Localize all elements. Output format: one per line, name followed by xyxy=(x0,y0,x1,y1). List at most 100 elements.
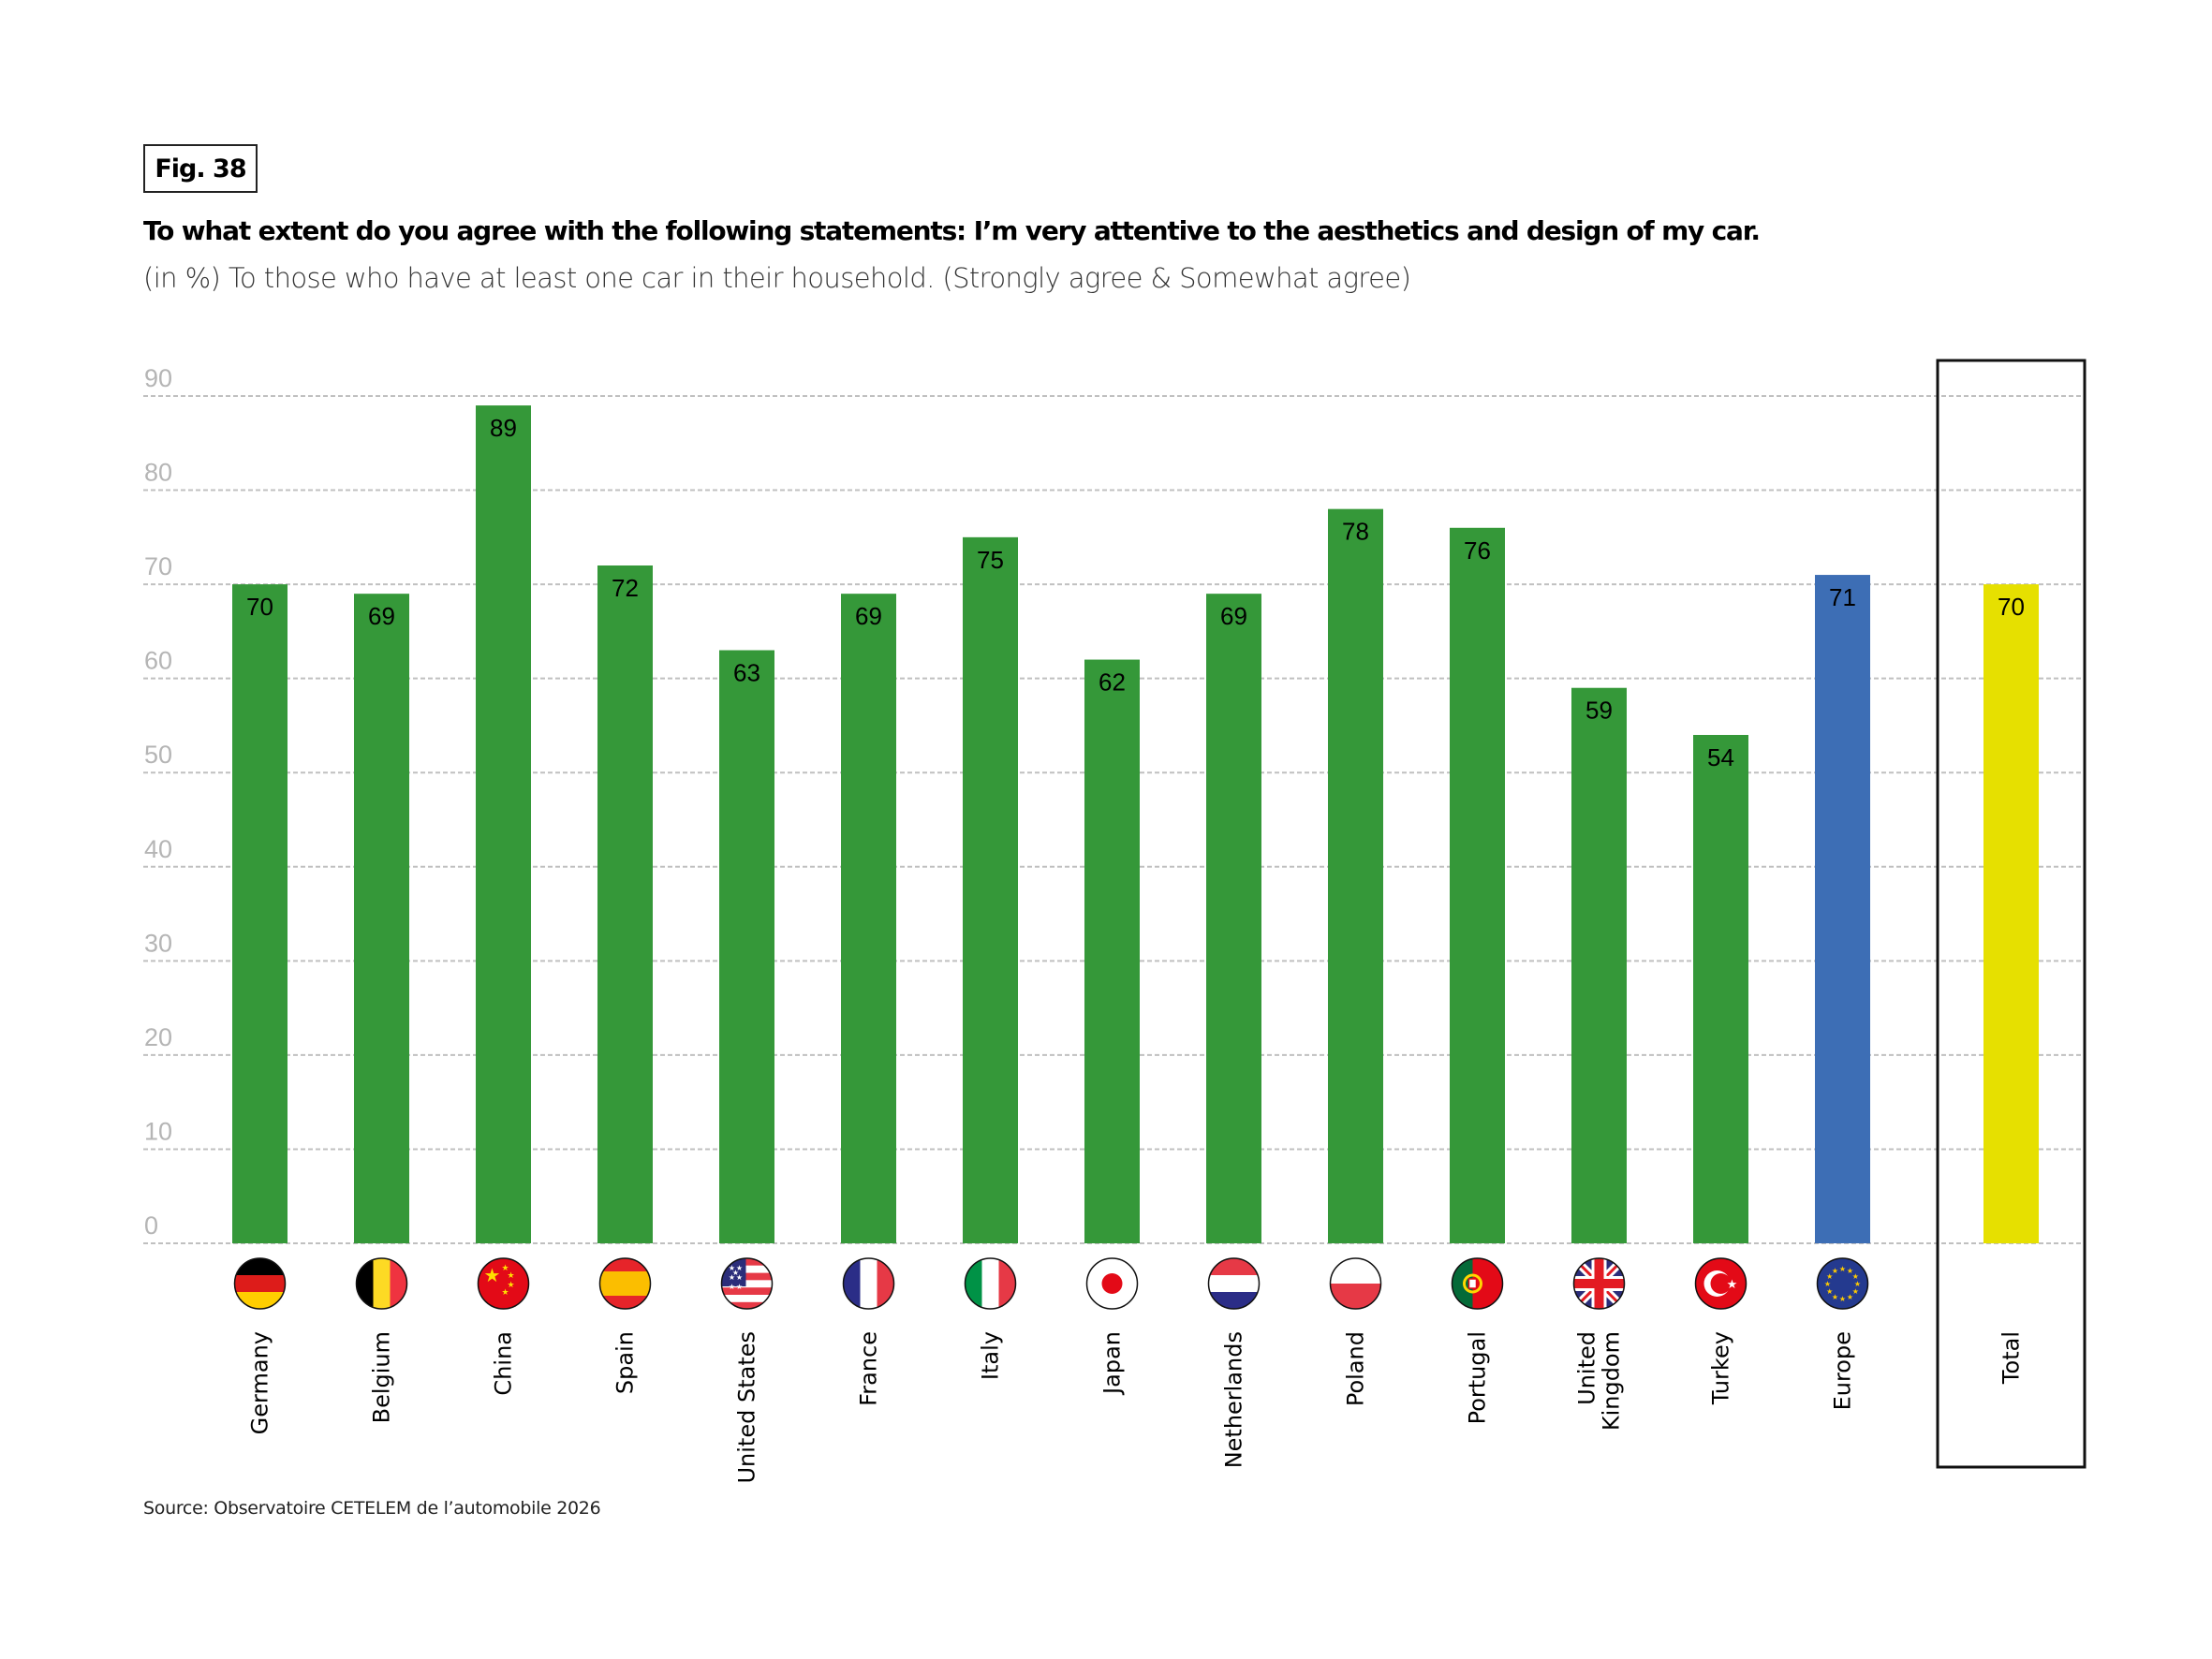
turkey-flag-icon: ★ xyxy=(1694,1257,1747,1310)
svg-text:★: ★ xyxy=(729,1273,735,1282)
category-label-line: Kingdom xyxy=(1599,1331,1625,1431)
bar-portugal xyxy=(1450,527,1505,1243)
bar-poland xyxy=(1328,508,1383,1243)
category-label-poland: Poland xyxy=(1343,1331,1369,1406)
value-label-total: 70 xyxy=(1998,593,2025,621)
value-label-germany: 70 xyxy=(246,593,273,621)
svg-text:★: ★ xyxy=(736,1273,743,1282)
united-states-flag-icon: ★ ★★ ★★★ ★ xyxy=(720,1257,774,1310)
svg-text:★: ★ xyxy=(507,1280,514,1289)
svg-text:★: ★ xyxy=(507,1270,514,1280)
category-label-turkey: Turkey xyxy=(1708,1331,1734,1405)
portugal-flag-icon xyxy=(1451,1257,1504,1310)
category-label-netherlands: Netherlands xyxy=(1221,1331,1247,1468)
category-label-germany: Germany xyxy=(247,1331,273,1434)
bar-value-labels: 70 69 89 72 63 69 75 62 69 78 76 59 54 71 70 xyxy=(246,414,2025,771)
category-label-spain: Spain xyxy=(612,1331,639,1394)
bar-germany xyxy=(232,584,288,1243)
figure-number-badge: Fig. 38 xyxy=(143,144,258,193)
bar-italy xyxy=(963,536,1018,1243)
category-label-line: Turkey xyxy=(1708,1331,1734,1405)
bar-united-states xyxy=(719,650,774,1243)
value-label-netherlands: 69 xyxy=(1220,602,1247,630)
japan-flag-icon xyxy=(1085,1257,1139,1310)
figure-number: Fig. 38 xyxy=(155,154,246,184)
svg-text:★: ★ xyxy=(501,1263,509,1272)
category-labels: Germany Belgium China Spain United States Fra… xyxy=(247,1331,2025,1484)
y-tick-label: 70 xyxy=(144,552,172,580)
svg-text:★: ★ xyxy=(1824,1280,1831,1288)
value-label-belgium: 69 xyxy=(368,602,395,630)
y-tick-label: 80 xyxy=(144,459,172,487)
svg-text:★: ★ xyxy=(1832,1267,1838,1275)
category-label-italy: Italy xyxy=(978,1331,1004,1380)
y-tick-label: 40 xyxy=(144,835,172,863)
value-label-spain: 72 xyxy=(612,574,639,602)
value-label-europe: 71 xyxy=(1829,583,1856,611)
y-axis-ticks: 0 10 20 30 40 50 60 70 80 90 xyxy=(144,364,172,1240)
china-flag-icon: ★ ★★★★ xyxy=(477,1257,530,1310)
svg-text:★: ★ xyxy=(1826,1272,1833,1281)
category-label-china: China xyxy=(491,1331,517,1396)
category-label-line: Japan xyxy=(1099,1331,1126,1396)
bar-japan xyxy=(1084,659,1140,1243)
svg-text:★: ★ xyxy=(729,1264,735,1272)
category-label-line: Europe xyxy=(1830,1331,1856,1410)
chart-subtitle: (in %) To those who have at least one ca… xyxy=(143,262,1411,294)
y-tick-label: 60 xyxy=(144,647,172,675)
poland-flag-icon xyxy=(1329,1257,1382,1310)
bars xyxy=(232,405,2039,1243)
value-label-france: 69 xyxy=(855,602,882,630)
bar-netherlands xyxy=(1206,594,1261,1243)
category-label-line: France xyxy=(856,1331,882,1406)
value-label-china: 89 xyxy=(490,414,517,442)
category-label-line: Poland xyxy=(1343,1331,1369,1406)
bar-belgium xyxy=(354,594,409,1243)
svg-text:★: ★ xyxy=(1839,1295,1846,1303)
category-label-europe: Europe xyxy=(1830,1331,1856,1410)
united-kingdom-flag-icon xyxy=(1572,1257,1626,1310)
category-label-line: China xyxy=(491,1331,517,1396)
svg-text:★: ★ xyxy=(729,1283,735,1291)
germany-flag-icon xyxy=(233,1257,287,1310)
svg-text:★: ★ xyxy=(1852,1272,1859,1281)
category-label-united-states: United States xyxy=(734,1331,760,1484)
value-label-united-states: 63 xyxy=(733,659,760,687)
svg-text:★: ★ xyxy=(1852,1287,1859,1296)
y-tick-label: 20 xyxy=(144,1023,172,1051)
category-label-line: Italy xyxy=(978,1331,1004,1380)
svg-text:★: ★ xyxy=(1839,1265,1846,1273)
category-label-france: France xyxy=(856,1331,882,1406)
svg-text:★: ★ xyxy=(1832,1293,1838,1301)
value-label-italy: 75 xyxy=(977,546,1004,574)
netherlands-flag-icon xyxy=(1207,1257,1261,1310)
category-label-total: Total xyxy=(1998,1331,2025,1385)
svg-text:★: ★ xyxy=(501,1287,509,1297)
spain-flag-icon xyxy=(598,1257,652,1310)
total-highlight-box xyxy=(1936,359,2087,1469)
svg-text:★: ★ xyxy=(1847,1293,1853,1301)
y-tick-label: 10 xyxy=(144,1117,172,1145)
bar-europe xyxy=(1815,575,1870,1243)
bar-united-kingdom xyxy=(1571,687,1627,1243)
category-label-line: Portugal xyxy=(1465,1331,1491,1424)
france-flag-icon xyxy=(842,1257,895,1310)
category-label-line: Netherlands xyxy=(1221,1331,1247,1468)
bar-turkey xyxy=(1693,735,1748,1243)
svg-text:★: ★ xyxy=(484,1266,501,1286)
value-label-poland: 78 xyxy=(1342,518,1369,546)
svg-text:★: ★ xyxy=(1854,1280,1861,1288)
svg-text:★: ★ xyxy=(736,1264,743,1272)
category-label-line: United States xyxy=(734,1331,760,1484)
category-label-line: Total xyxy=(1998,1331,2025,1385)
source-note: Source: Observatoire CETELEM de l’automo… xyxy=(143,1498,601,1519)
belgium-flag-icon xyxy=(355,1257,408,1310)
category-label-portugal: Portugal xyxy=(1465,1331,1491,1424)
svg-text:★: ★ xyxy=(1847,1267,1853,1275)
y-tick-label: 30 xyxy=(144,929,172,957)
category-label-line: Germany xyxy=(247,1331,273,1434)
flag-icons: ★ ★★★★★ ★★ ★★★ ★ ★ ★★★★★★★★★ ★ ★★ xyxy=(233,1257,1869,1310)
europe-flag-icon: ★★★★★★★★★ ★ ★★ xyxy=(1816,1257,1869,1310)
italy-flag-icon xyxy=(964,1257,1017,1310)
